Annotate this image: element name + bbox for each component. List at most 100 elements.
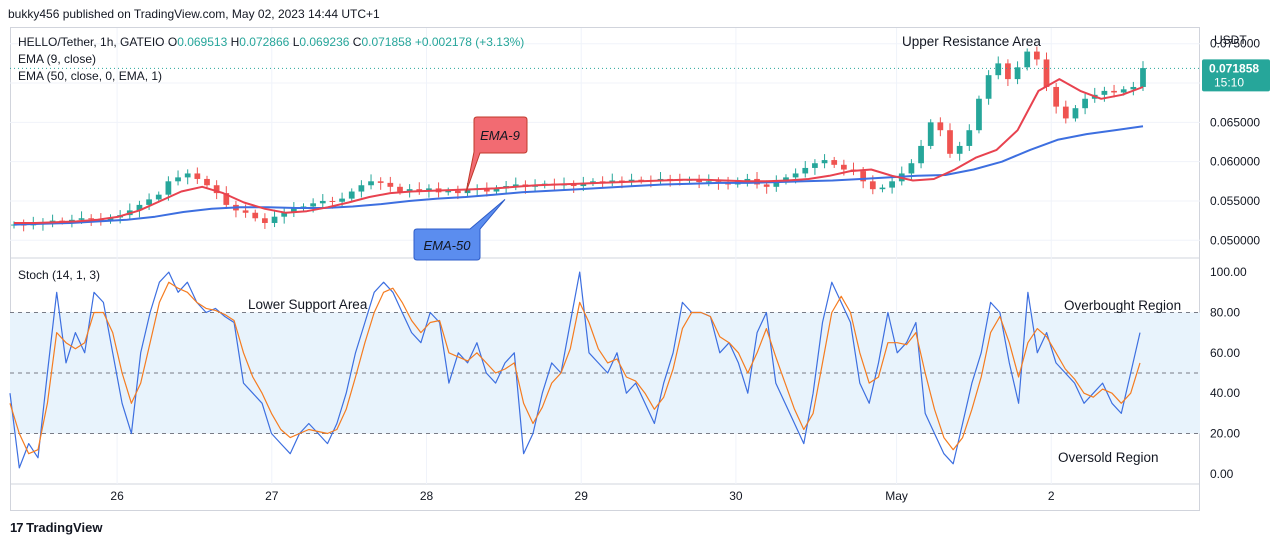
publisher-line: bukky456 published on TradingView.com, M… — [8, 7, 380, 21]
low-value: 0.069236 — [299, 35, 350, 49]
last-price-value: 0.071858 — [1209, 61, 1259, 75]
candle-body — [1014, 67, 1021, 80]
candle-body — [1005, 63, 1011, 80]
candle-body — [262, 218, 268, 223]
candle-body — [590, 181, 596, 183]
candle-body — [985, 75, 992, 99]
candle-body — [165, 181, 172, 195]
candle-body — [146, 199, 152, 205]
candle-body — [792, 173, 799, 178]
price-tick-label: 0.060000 — [1210, 155, 1260, 169]
high-label: H — [230, 35, 240, 49]
price-tick-label: 0.065000 — [1210, 115, 1260, 129]
candle-body — [107, 217, 114, 221]
symbol-legend[interactable]: HELLO/Tether, 1h, GATEIO O0.069513 H0.07… — [18, 35, 524, 49]
candle-body — [783, 177, 789, 182]
high-value: 0.072866 — [239, 35, 290, 49]
chart-frame[interactable] — [10, 27, 1200, 511]
price-tick-label: 0.055000 — [1210, 194, 1260, 208]
candle-body — [966, 130, 973, 146]
candle-body — [329, 200, 336, 202]
candle-body — [570, 184, 577, 187]
candle-body — [831, 160, 838, 165]
candle-body — [493, 188, 500, 192]
stoch-tick-label: 100.00 — [1210, 265, 1247, 279]
candle-body — [918, 145, 924, 164]
oversold-label: Oversold Region — [1058, 450, 1159, 465]
candle-body — [1043, 59, 1050, 87]
candle-body — [512, 184, 519, 187]
candle-body — [1053, 86, 1060, 107]
stoch-tick-label: 80.00 — [1210, 305, 1240, 319]
candle-body — [78, 218, 85, 220]
price-tick-label: 0.075000 — [1210, 37, 1260, 51]
candle-body — [155, 194, 162, 200]
overbought-label: Overbought Region — [1064, 298, 1182, 313]
candle-body — [1024, 51, 1031, 68]
candle-body — [1072, 108, 1079, 119]
ema9-callout-shape — [465, 116, 528, 193]
candle-body — [908, 163, 915, 174]
candle-body — [1082, 98, 1088, 109]
candle-body — [204, 178, 210, 186]
candle-body — [860, 171, 867, 182]
brand-name: TradingView — [26, 520, 103, 535]
candle-body — [223, 193, 230, 205]
time-tick-label: 28 — [420, 489, 434, 503]
upper-resistance-label: Upper Resistance Area — [902, 34, 1041, 49]
candle-body — [1062, 106, 1069, 119]
candle-body — [1140, 68, 1146, 87]
open-value: 0.069513 — [177, 35, 228, 49]
open-label: O — [167, 35, 178, 49]
stoch-tick-label: 40.00 — [1210, 386, 1240, 400]
candle-body — [397, 186, 403, 192]
candle-body — [445, 190, 452, 193]
candle-body — [339, 198, 345, 202]
candle-body — [426, 188, 432, 191]
candle-body — [976, 98, 982, 131]
candle-body — [812, 163, 818, 168]
candle-body — [310, 203, 317, 207]
stoch-tick-label: 60.00 — [1210, 346, 1240, 360]
candle-body — [802, 167, 809, 174]
candle-body — [406, 189, 413, 192]
ema9-legend[interactable]: EMA (9, close) — [18, 52, 97, 66]
candle-body — [11, 224, 17, 226]
tradingview-brand[interactable]: 17 TradingView — [10, 520, 102, 535]
tradingview-logo-icon: 17 — [10, 520, 24, 535]
candle-body — [319, 200, 326, 204]
ema50-legend[interactable]: EMA (50, close, 0, EMA, 1) — [18, 69, 163, 83]
candle-body — [194, 173, 201, 179]
candle-body — [947, 130, 953, 154]
stoch-tick-label: 0.00 — [1210, 467, 1234, 481]
ema9-callout-label: EMA-9 — [480, 128, 520, 143]
candle-body — [821, 160, 828, 164]
stoch-legend[interactable]: Stoch (14, 1, 3) — [18, 268, 101, 282]
ema50-callout-label: EMA-50 — [424, 238, 472, 253]
price-tick-label: 0.050000 — [1210, 233, 1260, 247]
candle-body — [840, 164, 847, 170]
candle-body — [455, 190, 461, 194]
candle-body — [348, 191, 355, 199]
time-tick-label: 29 — [575, 489, 589, 503]
candle-body — [387, 182, 394, 187]
candle-body — [1111, 90, 1117, 93]
close-label: C — [352, 35, 362, 49]
candle-body — [628, 179, 635, 182]
candle-body — [184, 173, 191, 178]
candle-body — [271, 216, 278, 223]
candle-body — [705, 181, 712, 183]
candle-body — [937, 122, 944, 131]
stoch-tick-label: 20.00 — [1210, 427, 1240, 441]
candle-body — [416, 189, 423, 191]
time-tick-label: 30 — [729, 489, 743, 503]
candle-body — [242, 210, 249, 213]
ema50-line — [13, 125, 1144, 226]
ema9-line — [14, 78, 1144, 224]
candle-body — [995, 63, 1002, 76]
candle-body — [1033, 51, 1040, 60]
candle-body — [609, 180, 616, 183]
time-tick-label: May — [885, 489, 908, 503]
candle-body — [483, 188, 490, 192]
